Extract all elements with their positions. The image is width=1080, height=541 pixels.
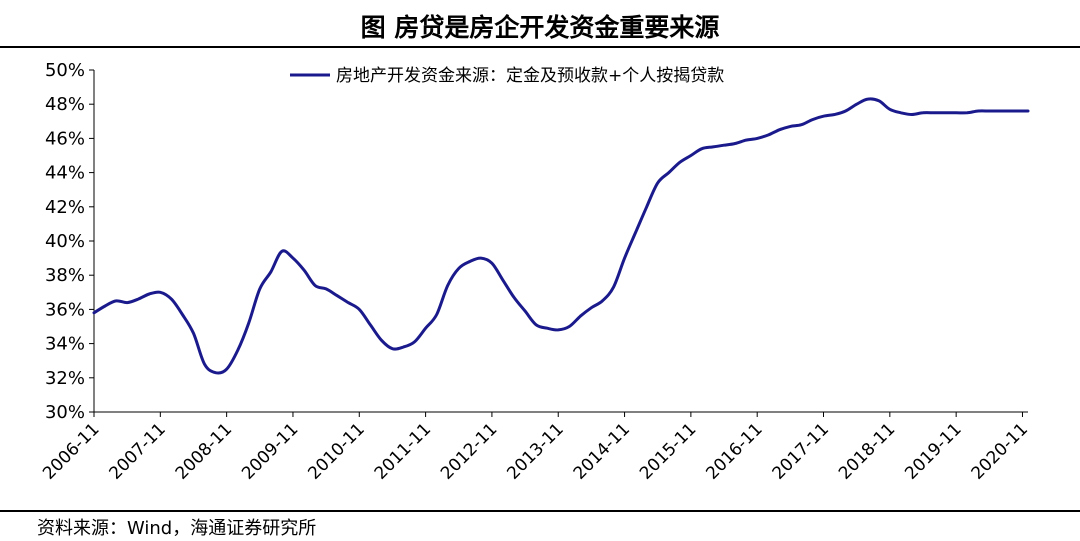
- x-tick-label: 2016-11: [702, 419, 766, 483]
- x-tick-label: 2007-11: [105, 419, 169, 483]
- y-tick-label: 32%: [45, 368, 85, 389]
- y-tick-label: 30%: [45, 402, 85, 423]
- x-tick-label: 2019-11: [901, 419, 965, 483]
- x-tick-label: 2012-11: [437, 419, 501, 483]
- x-tick-label: 2010-11: [304, 419, 368, 483]
- y-tick-label: 40%: [45, 231, 85, 252]
- x-tick-label: 2006-11: [39, 419, 103, 483]
- x-tick-label: 2013-11: [503, 419, 567, 483]
- series-line: [92, 97, 1030, 375]
- x-tick-label: 2015-11: [636, 419, 700, 483]
- y-tick-label: 38%: [45, 265, 85, 286]
- title-rule: [0, 46, 1080, 48]
- source-rule: [0, 510, 1080, 512]
- source-note: 资料来源：Wind，海通证券研究所: [37, 518, 317, 539]
- y-tick-label: 44%: [45, 163, 85, 184]
- y-tick-label: 34%: [45, 334, 85, 355]
- x-tick-label: 2017-11: [769, 419, 833, 483]
- x-tick-label: 2009-11: [238, 419, 302, 483]
- x-tick-label: 2011-11: [371, 419, 435, 483]
- x-axis-ticks: 2006-11 2007-11 2008-11 2009-11 2010-11 2011-…: [39, 412, 1032, 484]
- x-tick-label: 2008-11: [172, 419, 236, 483]
- y-tick-label: 36%: [45, 299, 85, 320]
- legend-label: 房地产开发资金来源：定金及预收款+个人按揭贷款: [336, 66, 724, 86]
- y-tick-label: 46%: [45, 128, 85, 149]
- y-tick-label: 48%: [45, 94, 85, 115]
- series-layer: [92, 97, 1030, 375]
- x-tick-label: 2014-11: [570, 419, 634, 483]
- x-tick-label: 2018-11: [835, 419, 899, 483]
- legend: 房地产开发资金来源：定金及预收款+个人按揭贷款: [290, 66, 724, 86]
- x-tick-label: 2020-11: [968, 419, 1032, 483]
- y-tick-label: 50%: [45, 60, 85, 81]
- y-tick-label: 42%: [45, 197, 85, 218]
- chart-title: 图 房贷是房企开发资金重要来源: [360, 13, 720, 42]
- y-axis-ticks: 30% 32% 34% 36% 38% 40% 42% 44% 46% 48% 50%: [45, 60, 94, 423]
